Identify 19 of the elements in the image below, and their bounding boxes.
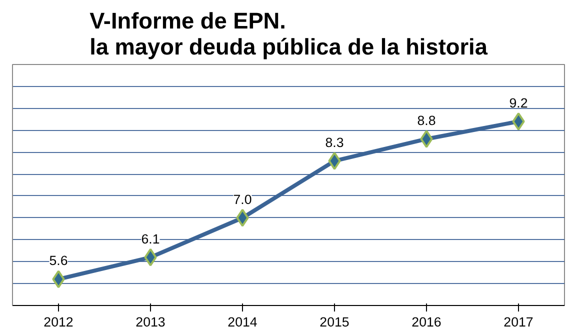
data-label: 6.1 <box>141 231 160 246</box>
x-tick-label: 2014 <box>228 314 258 329</box>
chart-title: V-Informe de EPN. la mayor deuda pública de la historia <box>90 8 488 60</box>
x-tick-label: 2013 <box>136 314 166 329</box>
point <box>328 152 341 170</box>
point <box>52 270 65 288</box>
data-label: 8.3 <box>325 134 344 150</box>
point <box>144 248 157 266</box>
x-tick-label: 2016 <box>412 314 442 329</box>
data-label: 8.8 <box>417 112 436 128</box>
point <box>420 130 433 148</box>
data-label: 5.6 <box>49 253 68 268</box>
x-tick-label: 2015 <box>320 314 350 329</box>
data-label: 7.0 <box>233 192 252 207</box>
data-label: 9.2 <box>509 95 528 110</box>
x-tick-label: 2017 <box>504 314 534 329</box>
point <box>512 112 525 130</box>
x-tick-label: 2012 <box>44 314 74 329</box>
point <box>236 208 249 227</box>
